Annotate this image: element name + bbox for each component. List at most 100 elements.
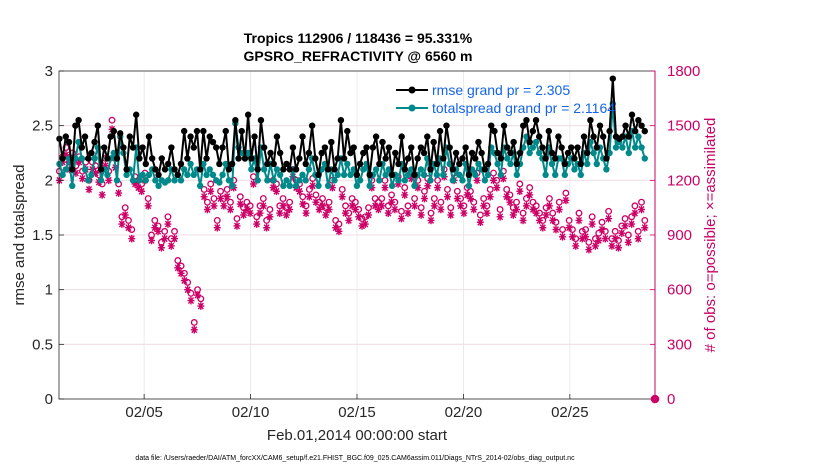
obs-assimilated-point	[424, 182, 432, 190]
totalspread-point	[177, 177, 185, 184]
obs-assimilated-point	[240, 211, 248, 219]
rmse-point	[139, 144, 146, 151]
obs-assimilated-point	[223, 192, 231, 201]
rmse-point	[603, 155, 610, 162]
obs-assimilated-point	[233, 222, 241, 230]
totalspread-point	[145, 171, 153, 179]
totalspread-point	[593, 160, 601, 168]
obs-assimilated-point	[466, 194, 474, 203]
legend-label-totalspread: totalspread grand pr = 2.1164	[432, 100, 615, 116]
obs-possible-point	[210, 195, 218, 203]
chart-subtitle: GPSRO_REFRACTIVITY @ 6560 m	[244, 48, 473, 64]
obs-possible-point	[634, 227, 642, 235]
rmse-point	[619, 133, 626, 140]
obs-assimilated-point	[641, 223, 649, 232]
obs-assimilated-point	[282, 211, 290, 219]
obs-possible-point	[641, 216, 649, 224]
obs-possible-point	[605, 207, 613, 215]
y-axis-label: rmse and totalspread	[11, 165, 28, 306]
obs-possible-point	[121, 204, 129, 212]
totalspread-point	[97, 177, 105, 184]
rmse-point	[481, 166, 489, 173]
obs-possible-point	[207, 180, 215, 188]
chart-title: Tropics 112906 / 118436 = 95.331%	[244, 30, 473, 46]
rmse-point	[510, 138, 517, 146]
data-file-footnote: data file: /Users/raeder/DAI/ATM_forcXX/…	[135, 455, 575, 462]
rmse-point	[635, 117, 642, 124]
obs-possible-point	[151, 216, 159, 224]
totalspread-point	[548, 160, 556, 168]
totalspread-point	[152, 177, 159, 184]
obs-possible-point	[588, 213, 596, 221]
rmse-point	[88, 149, 95, 157]
obs-possible-point	[624, 231, 632, 239]
obs-assimilated-point	[266, 212, 274, 221]
totalspread-point	[85, 177, 92, 184]
obs-possible-point	[490, 169, 497, 177]
obs-assimilated-point	[532, 209, 540, 217]
totalspread-point	[184, 171, 191, 179]
y-right-tick-label: 1500	[667, 118, 700, 135]
obs-assimilated-point	[319, 202, 327, 210]
obs-assimilated-point	[249, 180, 257, 188]
totalspread-point	[302, 177, 309, 184]
obs-possible-point	[338, 185, 346, 193]
rmse-point	[324, 166, 332, 173]
obs-possible-point	[486, 185, 494, 193]
obs-possible-point	[631, 202, 639, 210]
rmse-point	[232, 117, 239, 124]
rmse-point	[117, 130, 124, 137]
obs-possible-point	[161, 227, 169, 235]
rmse-point	[94, 122, 102, 129]
totalspread-point	[372, 166, 380, 173]
rmse-point	[75, 117, 82, 124]
rmse-point	[196, 166, 204, 173]
obs-assimilated-point	[92, 169, 100, 177]
obs-possible-point	[559, 226, 567, 233]
obs-assimilated-point	[483, 209, 491, 217]
rmse-point	[334, 155, 341, 162]
obs-possible-point	[447, 204, 455, 212]
rmse-point	[532, 117, 540, 124]
x-tick-label: 02/25	[551, 404, 589, 421]
obs-assimilated-point	[601, 234, 609, 243]
obs-assimilated-point	[539, 223, 547, 232]
obs-assimilated-point	[121, 211, 129, 219]
obs-assimilated-point	[457, 202, 465, 210]
rmse-point	[472, 155, 479, 162]
rmse-point	[228, 160, 236, 168]
y-tick-label: 1.5	[32, 227, 53, 244]
rmse-point	[631, 127, 639, 135]
obs-possible-point	[437, 198, 445, 206]
obs-assimilated-point	[522, 202, 530, 210]
obs-assimilated-point	[490, 176, 498, 185]
obs-possible-point	[259, 195, 267, 203]
rmse-point	[504, 144, 511, 151]
obs-assimilated-point	[210, 202, 218, 210]
obs-possible-point	[444, 185, 451, 193]
obs-assimilated-point	[134, 183, 142, 192]
totalspread-point	[459, 177, 466, 184]
rmse-series	[56, 75, 648, 179]
rmse-point	[235, 155, 242, 162]
obs-possible-point	[174, 257, 182, 264]
obs-assimilated-point	[582, 233, 590, 241]
y-tick-label: 0	[45, 391, 53, 408]
rmse-point	[590, 133, 597, 140]
obs-assimilated-point	[345, 216, 353, 225]
obs-assimilated-point	[598, 225, 606, 234]
obs-assimilated-point	[184, 285, 192, 294]
rmse-point	[638, 122, 645, 129]
rmse-point	[212, 144, 220, 151]
rmse-point	[72, 122, 79, 129]
totalspread-point	[248, 166, 255, 173]
totalspread-point	[244, 149, 252, 157]
totalspread-point	[155, 182, 162, 189]
x-tick-label: 02/10	[232, 404, 270, 421]
rmse-point	[513, 160, 521, 168]
obs-assimilated-point	[78, 174, 86, 183]
rmse-point	[520, 122, 527, 129]
rmse-point	[382, 155, 389, 162]
totalspread-point	[638, 144, 645, 151]
totalspread-point	[542, 171, 549, 179]
